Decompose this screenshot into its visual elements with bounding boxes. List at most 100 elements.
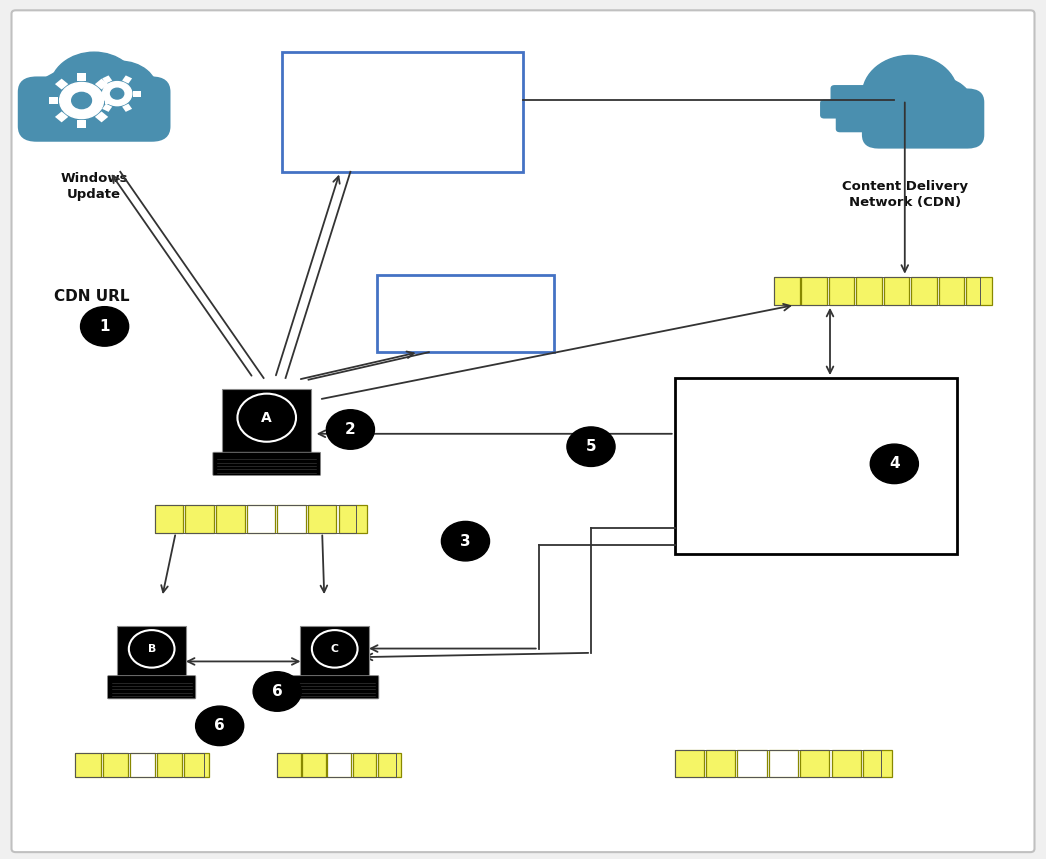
FancyBboxPatch shape xyxy=(213,452,320,476)
Text: 3: 3 xyxy=(460,533,471,549)
Circle shape xyxy=(441,521,490,561)
Bar xyxy=(884,277,909,305)
Text: C: C xyxy=(331,644,339,654)
Circle shape xyxy=(253,672,301,711)
FancyBboxPatch shape xyxy=(831,85,883,104)
FancyBboxPatch shape xyxy=(291,676,379,699)
Bar xyxy=(828,277,855,305)
Bar xyxy=(832,750,861,777)
Bar xyxy=(217,505,245,533)
Bar xyxy=(675,750,704,777)
Bar xyxy=(93,91,100,97)
Circle shape xyxy=(81,307,129,346)
Circle shape xyxy=(50,52,138,125)
Circle shape xyxy=(312,631,358,667)
FancyBboxPatch shape xyxy=(12,10,1034,852)
Bar xyxy=(737,750,767,777)
Bar xyxy=(800,750,829,777)
Bar xyxy=(247,505,275,533)
Bar xyxy=(117,626,186,677)
Bar xyxy=(774,277,980,305)
Text: 6: 6 xyxy=(272,684,282,699)
Bar xyxy=(49,97,59,105)
Bar xyxy=(774,277,799,305)
Bar xyxy=(122,104,132,112)
Bar xyxy=(308,505,337,533)
Bar xyxy=(75,753,100,777)
Circle shape xyxy=(72,93,91,108)
Circle shape xyxy=(567,427,615,466)
Bar xyxy=(967,277,992,305)
Text: 6: 6 xyxy=(214,718,225,734)
Bar xyxy=(353,753,376,777)
Text: Microsoft
Connected
Cache: Microsoft Connected Cache xyxy=(771,430,861,502)
Bar xyxy=(103,76,112,83)
Bar xyxy=(277,753,300,777)
Bar xyxy=(77,73,87,81)
Text: Microsoft Delivery
Optimization
Services: Microsoft Delivery Optimization Services xyxy=(334,83,472,140)
FancyBboxPatch shape xyxy=(108,676,196,699)
Bar xyxy=(105,96,115,104)
Bar xyxy=(277,753,395,777)
Bar xyxy=(222,388,312,454)
FancyBboxPatch shape xyxy=(836,113,883,132)
Bar xyxy=(122,76,132,83)
Bar xyxy=(95,112,108,122)
Bar xyxy=(103,104,112,112)
Circle shape xyxy=(196,706,244,746)
Bar xyxy=(377,275,554,352)
Circle shape xyxy=(60,82,104,119)
Bar xyxy=(857,277,882,305)
Text: CDN URL: CDN URL xyxy=(54,289,130,304)
FancyBboxPatch shape xyxy=(820,100,883,119)
Circle shape xyxy=(872,85,937,138)
Circle shape xyxy=(326,410,374,449)
Circle shape xyxy=(237,393,296,442)
Bar xyxy=(155,505,357,533)
Bar xyxy=(675,378,957,554)
Bar xyxy=(184,753,209,777)
Circle shape xyxy=(851,80,920,136)
Bar xyxy=(55,79,68,89)
Text: Windows
Update: Windows Update xyxy=(61,172,128,201)
FancyBboxPatch shape xyxy=(18,76,170,142)
Bar xyxy=(300,626,369,677)
Circle shape xyxy=(862,55,957,134)
Text: Configuration
Manager: Configuration Manager xyxy=(413,295,518,332)
Bar xyxy=(277,505,305,533)
Bar xyxy=(939,277,964,305)
Text: 4: 4 xyxy=(889,456,900,472)
Bar xyxy=(157,753,182,777)
Bar xyxy=(155,505,183,533)
Bar xyxy=(675,750,881,777)
Text: B: B xyxy=(147,644,156,654)
Bar xyxy=(103,753,128,777)
Bar xyxy=(706,750,735,777)
Circle shape xyxy=(103,82,132,106)
Bar xyxy=(339,505,367,533)
Bar xyxy=(185,505,214,533)
Bar xyxy=(863,750,892,777)
Bar xyxy=(95,79,108,89)
Circle shape xyxy=(106,78,166,128)
Bar xyxy=(282,52,523,172)
Circle shape xyxy=(22,80,83,130)
FancyBboxPatch shape xyxy=(862,88,984,149)
Bar xyxy=(76,119,86,127)
Bar xyxy=(769,750,798,777)
Circle shape xyxy=(33,70,109,131)
Bar xyxy=(133,90,140,96)
Bar xyxy=(130,753,155,777)
Bar xyxy=(75,753,204,777)
Bar xyxy=(801,277,827,305)
Circle shape xyxy=(83,61,158,123)
Bar xyxy=(911,277,937,305)
Text: A: A xyxy=(262,411,272,424)
Circle shape xyxy=(899,76,974,138)
Bar xyxy=(302,753,325,777)
Circle shape xyxy=(129,631,175,667)
Text: Content Delivery
Network (CDN): Content Delivery Network (CDN) xyxy=(842,180,968,210)
Text: 5: 5 xyxy=(586,439,596,454)
Circle shape xyxy=(870,444,918,484)
Bar xyxy=(378,753,401,777)
